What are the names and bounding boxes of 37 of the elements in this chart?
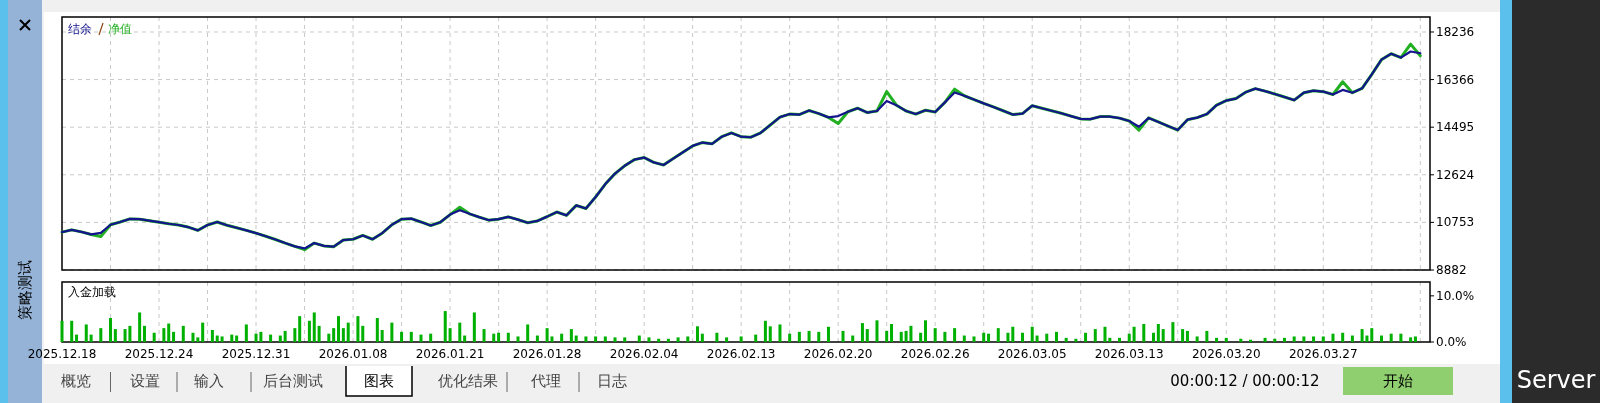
text: 优化结果 (438, 372, 498, 390)
text: 后台测试 (263, 372, 323, 390)
chart-title: 入金加载 (68, 285, 116, 299)
x-tick-label: 2026.01.28 (512, 347, 582, 361)
y-tick-label: 10.0% (1436, 288, 1475, 303)
text: 结余 (68, 22, 92, 36)
y-tick-label: 8882 (1436, 263, 1467, 277)
x-tick-label: 2025.12.24 (124, 347, 194, 361)
x-tick-label: 2026.03.27 (1288, 347, 1358, 361)
y-tick-label: 0.0% (1436, 335, 1467, 349)
text: 开始 (1383, 372, 1413, 390)
text: 代理 (530, 372, 561, 390)
y-tick-label: 12624 (1436, 167, 1475, 182)
y-tick-label: 18236 (1436, 24, 1475, 39)
x-tick-label: 2026.02.26 (900, 347, 970, 361)
text: 输入 (194, 372, 224, 390)
x-tick-label: 2026.03.13 (1094, 347, 1164, 361)
x-tick-label: 2026.01.21 (415, 347, 485, 361)
text: 日志 (597, 372, 627, 390)
x-tick-label: 2025.12.18 (27, 347, 97, 361)
x-tick-label: 2026.02.20 (803, 347, 873, 361)
text: 净值 (108, 22, 132, 36)
text: 图表 (364, 372, 394, 390)
x-tick-label: 2026.02.04 (609, 347, 679, 361)
text: 设置 (130, 372, 160, 390)
text: 概览 (61, 372, 91, 390)
y-tick-label: 16366 (1436, 72, 1475, 87)
x-tick-label: 2026.03.20 (1191, 347, 1261, 361)
x-tick-label: 2026.03.05 (997, 347, 1067, 361)
x-tick-label: 2026.02.13 (706, 347, 776, 361)
text: 00:00:12 / 00:00:12 (1170, 372, 1320, 390)
y-tick-label: 14495 (1436, 120, 1475, 135)
y-tick-label: 10753 (1436, 215, 1475, 230)
text: 策略测试 (15, 260, 34, 320)
x-tick-label: 2025.12.31 (221, 347, 291, 361)
text: Server (1516, 366, 1596, 394)
x-tick-label: 2026.01.08 (318, 347, 388, 361)
